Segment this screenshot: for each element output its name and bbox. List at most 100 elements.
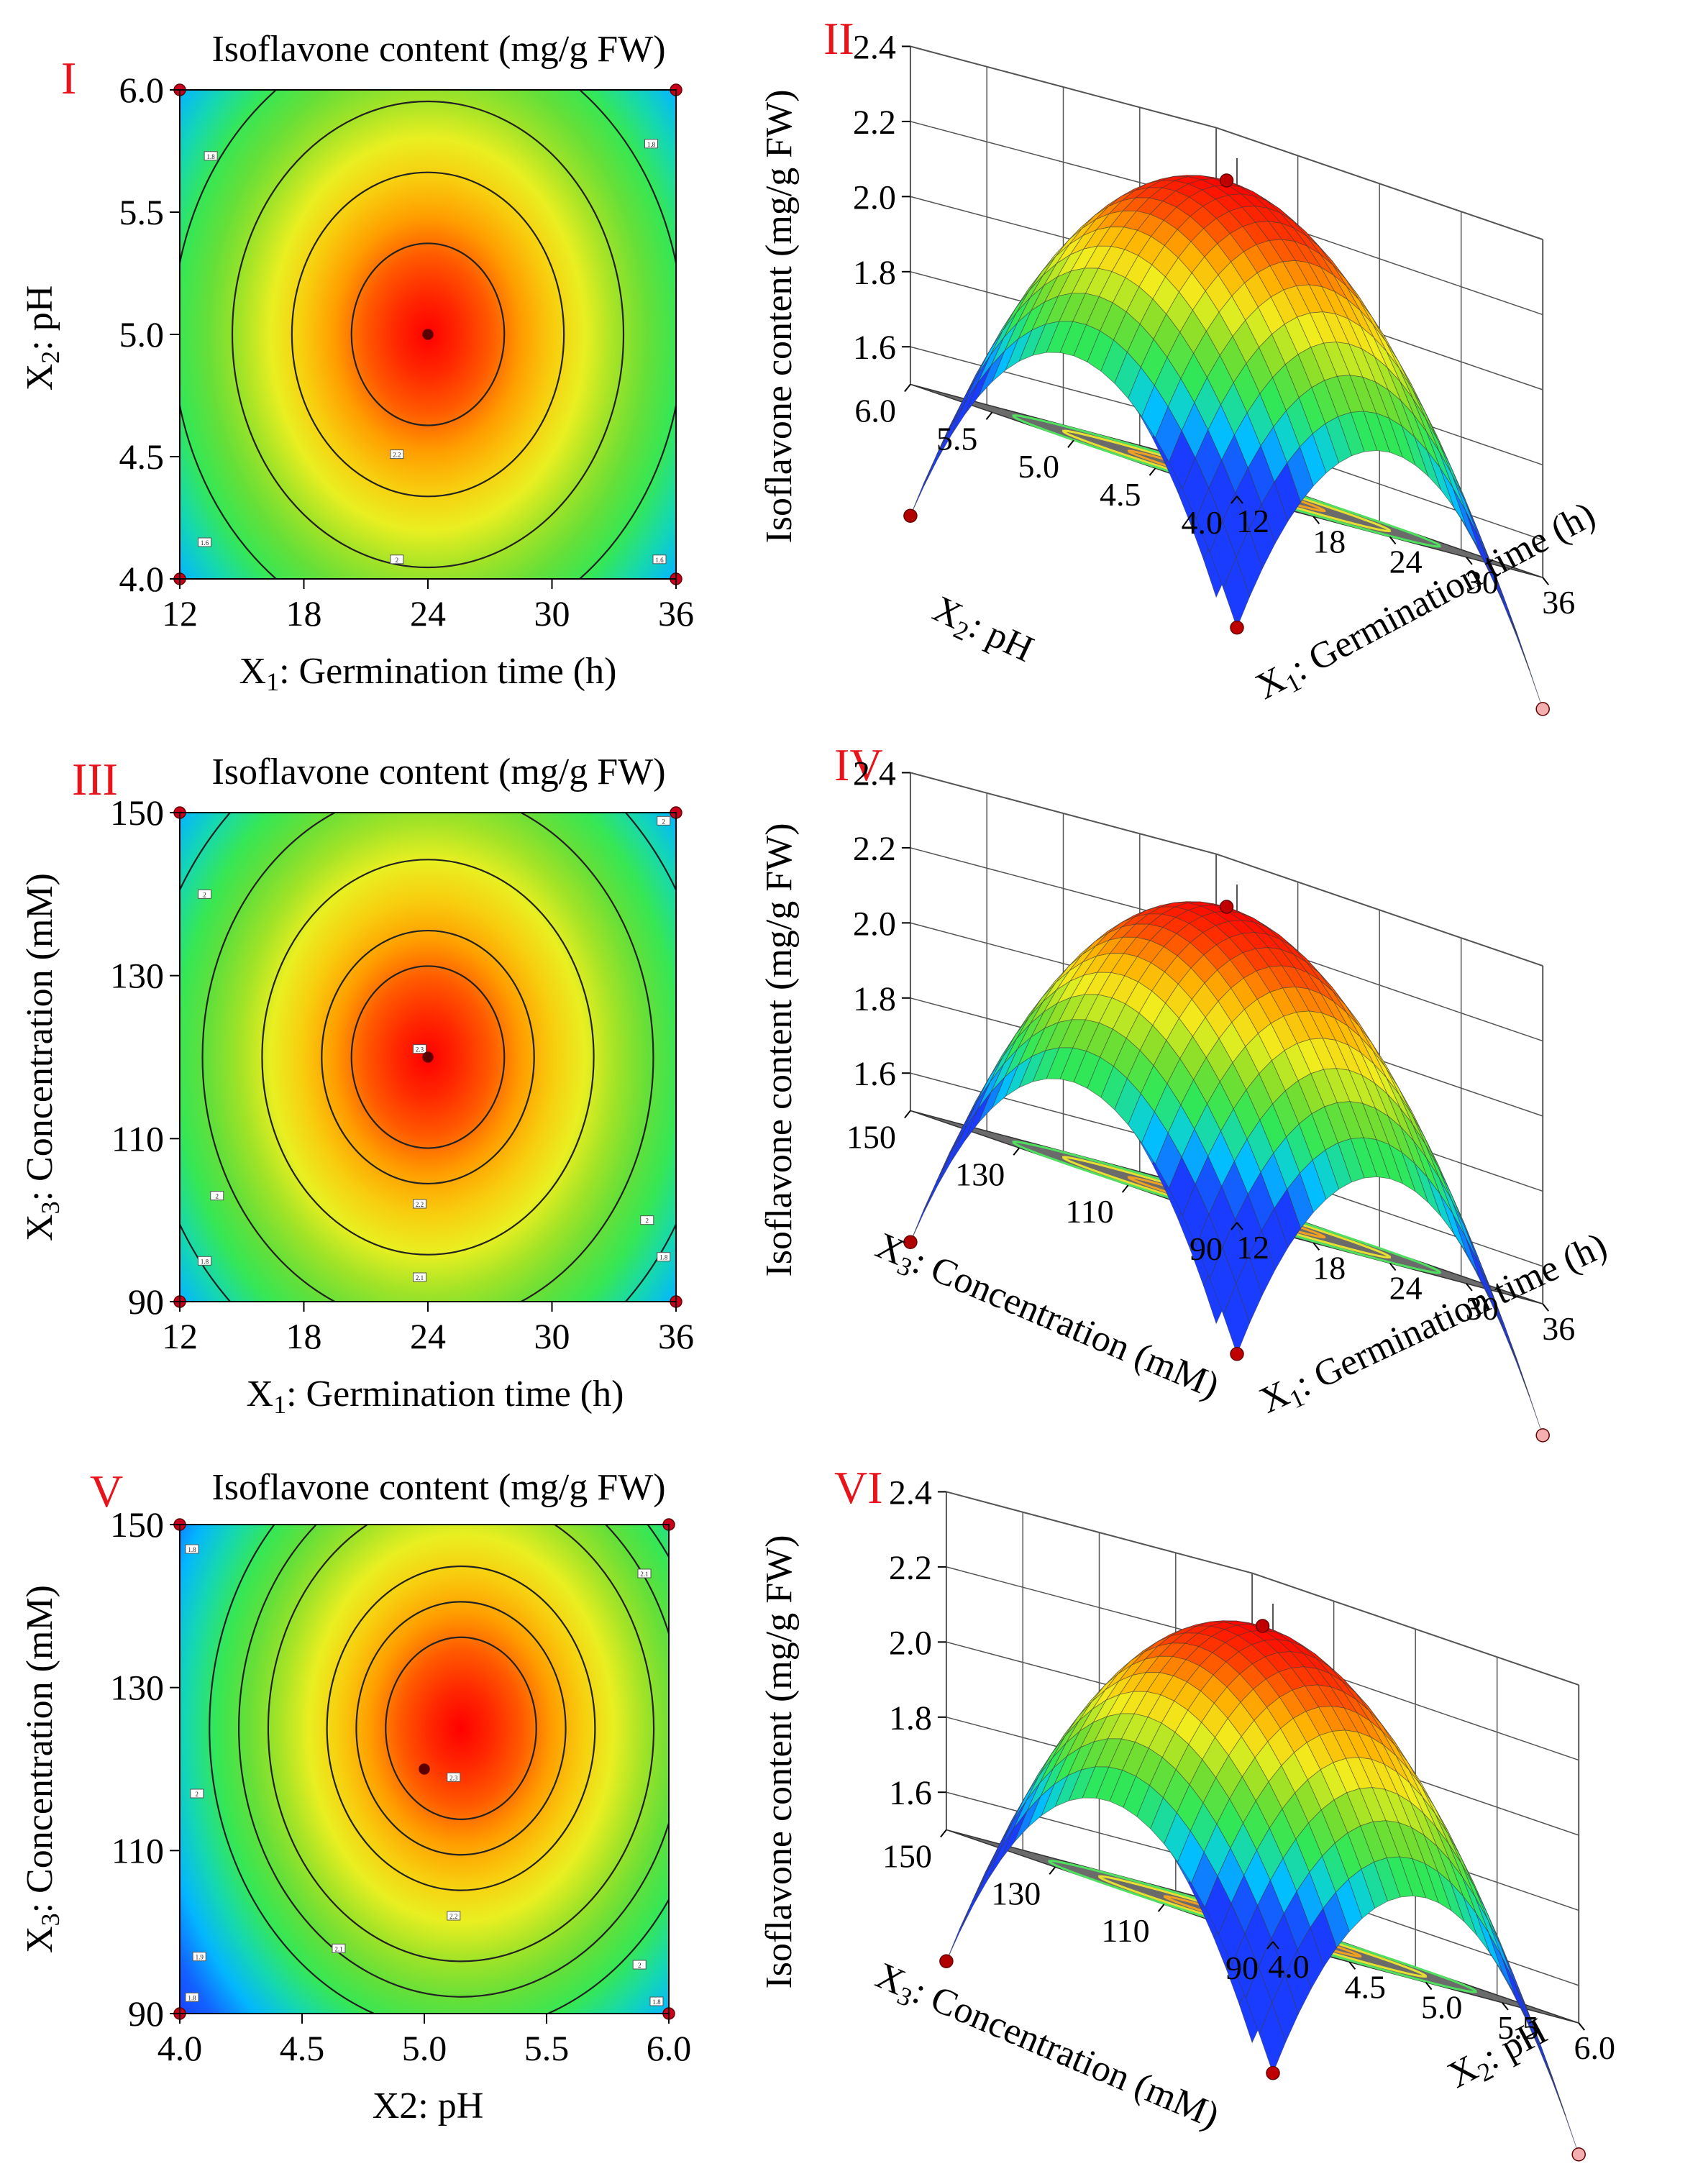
y-tick-label: 4.5 bbox=[119, 437, 165, 477]
x-axis-label: X1: Germination time (h) bbox=[239, 651, 617, 696]
contour-label-box bbox=[390, 554, 404, 565]
surface-panel-VI: VI 1.6 1.8 2.0 2.2 2.4 4.0 4.5 5.0 5.5 6.0 90 110… bbox=[759, 1462, 1615, 2162]
contour-line bbox=[261, 859, 595, 1256]
x-axis-label: X1: Germination time (h) bbox=[247, 1374, 624, 1419]
z-tick-label: 1.6 bbox=[889, 1774, 932, 1812]
contour-line bbox=[321, 929, 535, 1185]
grid-line bbox=[910, 45, 1217, 129]
contour-panel-III: III Isoflavone content (mg/g FW) 2 2 2 2 1.8… bbox=[19, 751, 694, 1419]
contour-label-box bbox=[657, 815, 671, 826]
design-point bbox=[1266, 2066, 1280, 2080]
x-tick bbox=[1466, 1283, 1473, 1292]
z-tick-label: 2.0 bbox=[889, 1624, 932, 1662]
contour-line bbox=[267, 1525, 655, 1963]
design-point bbox=[422, 1051, 434, 1063]
x-tick-label: 36 bbox=[658, 593, 694, 634]
panel-label: V bbox=[90, 1466, 123, 1517]
x-tick-label: 36 bbox=[1542, 1310, 1575, 1347]
y-tick-label: 5.5 bbox=[119, 192, 165, 232]
surface-patch bbox=[1223, 556, 1251, 629]
contour-label: 2 bbox=[638, 1962, 642, 1969]
z-tick-label: 1.8 bbox=[889, 1699, 932, 1737]
surface-patch bbox=[923, 1154, 951, 1212]
contour-label: 1.6 bbox=[655, 557, 664, 564]
contour-label-box bbox=[640, 1215, 654, 1225]
contour-line bbox=[291, 171, 565, 498]
y-axis-label: X2: pH bbox=[19, 285, 65, 391]
x-tick-label: 36 bbox=[1542, 584, 1575, 621]
contour-label: 1.8 bbox=[188, 1994, 196, 2001]
y-tick bbox=[1149, 467, 1156, 476]
contour-label: 2 bbox=[662, 818, 666, 825]
surface-patch bbox=[1488, 1932, 1516, 1996]
contour-label: 2.1 bbox=[334, 1945, 342, 1952]
x-tick-label: 5.5 bbox=[524, 2028, 570, 2068]
contour-line bbox=[231, 100, 625, 569]
contour-label: 2.3 bbox=[449, 1774, 458, 1781]
y-tick-label: 150 bbox=[882, 1837, 932, 1874]
x-tick-label: 18 bbox=[1312, 523, 1346, 559]
x-tick bbox=[1272, 1941, 1279, 1950]
contour-panel-I: I Isoflavone content (mg/g FW) 1.8 1.8 2.2… bbox=[19, 29, 694, 696]
y-tick-label: 4.5 bbox=[1100, 476, 1141, 513]
x-tick bbox=[1348, 1961, 1356, 1970]
x-tick bbox=[1236, 495, 1243, 504]
design-point bbox=[1255, 1619, 1270, 1633]
contour-label: 2.1 bbox=[640, 1571, 648, 1578]
contour-label: 2.2 bbox=[393, 452, 401, 459]
surface-panel-IV: IV 1.6 1.8 2.0 2.2 2.4 12 18 24 30 36 90 110 130 15… bbox=[759, 739, 1613, 1443]
contour-label: 2.2 bbox=[416, 1201, 424, 1208]
contour-label-box bbox=[390, 449, 404, 460]
x-tick-label: 5.0 bbox=[1421, 1989, 1463, 2026]
design-point bbox=[1535, 702, 1550, 716]
contour-line bbox=[350, 242, 506, 426]
y-tick bbox=[985, 411, 993, 420]
surface-panel-II: II 1.6 1.8 2.0 2.2 2.4 12 18 24 30 36 4.0 4.5 5.0 5… bbox=[759, 13, 1602, 716]
y-tick bbox=[1231, 1222, 1238, 1230]
contour-label-box bbox=[185, 1544, 199, 1554]
y-tick-label: 4.0 bbox=[119, 559, 165, 599]
surface-patch bbox=[1223, 1282, 1251, 1355]
contour-line bbox=[385, 1636, 537, 1820]
design-point bbox=[422, 329, 434, 340]
y-tick-label: 150 bbox=[846, 1118, 896, 1155]
design-point bbox=[1571, 2147, 1586, 2162]
contour-label: 2 bbox=[646, 1217, 649, 1225]
y-tick-label: 6.0 bbox=[854, 392, 896, 429]
contour-label: 1.8 bbox=[188, 1546, 196, 1553]
y-tick-label: 150 bbox=[110, 792, 164, 833]
contour-panel-V: V Isoflavone content (mg/g FW) 1.8 2.1 2 1.… bbox=[19, 1466, 691, 2126]
y-tick-label: 5.5 bbox=[936, 420, 978, 457]
contour-label: 2 bbox=[196, 1791, 199, 1798]
contour-label: 1.8 bbox=[647, 141, 656, 148]
x-tick-label: 36 bbox=[658, 1316, 694, 1356]
contour-label: 2.1 bbox=[416, 1274, 424, 1281]
contour-label-box bbox=[413, 1199, 426, 1209]
y-tick bbox=[904, 383, 911, 393]
y-tick bbox=[1157, 1904, 1165, 1912]
panel-label: IV bbox=[834, 739, 883, 790]
y-tick-label: 130 bbox=[110, 1668, 164, 1708]
contour-line bbox=[355, 1601, 567, 1856]
x-tick-label: 18 bbox=[286, 1316, 322, 1356]
contour-line bbox=[326, 1565, 596, 1891]
y-tick-label: 110 bbox=[111, 1118, 164, 1159]
contour-label: 2 bbox=[216, 1193, 219, 1200]
contour-label-box bbox=[204, 151, 218, 161]
x-tick-label: 12 bbox=[1236, 1229, 1269, 1266]
x-tick-label: 12 bbox=[162, 1316, 198, 1356]
y-tick-label: 90 bbox=[128, 1993, 164, 2034]
z-tick-label: 2.0 bbox=[853, 905, 896, 943]
surface-patch bbox=[987, 1828, 1014, 1881]
design-point bbox=[1230, 1347, 1244, 1361]
y-axis-label: X3: Concentration (mM) bbox=[19, 1585, 65, 1953]
y-tick bbox=[940, 1829, 947, 1838]
surface-patch bbox=[959, 1873, 987, 1932]
z-tick-label: 2.4 bbox=[889, 1473, 932, 1512]
x-tick bbox=[1236, 1222, 1243, 1230]
contour-label-box bbox=[198, 889, 211, 899]
z-tick-label: 1.8 bbox=[853, 254, 896, 292]
x-tick bbox=[1312, 1242, 1320, 1251]
y-tick-label: 130 bbox=[110, 956, 164, 996]
